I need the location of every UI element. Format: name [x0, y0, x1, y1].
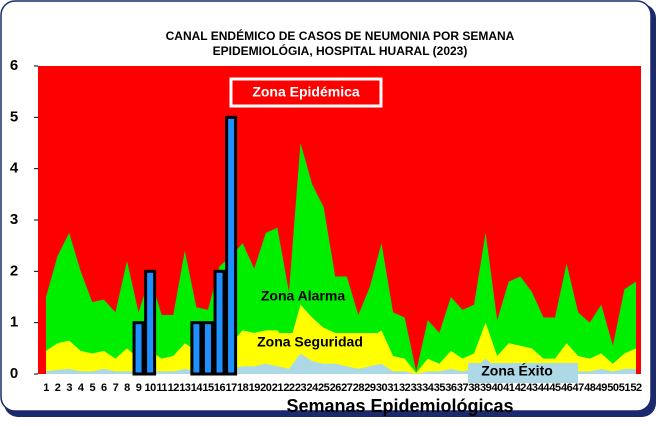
y-tick-label: 0 [10, 365, 18, 382]
x-tick-label: 19 [249, 382, 261, 394]
x-tick-label: 2 [55, 382, 61, 394]
y-tick-label: 6 [10, 57, 18, 74]
case-bar [132, 321, 145, 376]
x-tick-label: 10 [144, 382, 156, 394]
x-tick-label: 22 [283, 382, 295, 394]
zone-label-box [229, 77, 383, 108]
x-tick-label: 5 [89, 382, 95, 394]
x-tick-label: 45 [549, 382, 561, 394]
x-tick-label: 40 [492, 382, 504, 394]
chart-title: CANAL ENDÉMICO DE CASOS DE NEUMONIA POR … [166, 28, 515, 43]
x-tick-label: 20 [260, 382, 272, 394]
x-tick-label: 17 [225, 382, 237, 394]
zone-label-box [468, 363, 578, 383]
x-tick-label: 16 [214, 382, 226, 394]
x-tick-label: 13 [179, 382, 191, 394]
x-tick-label: 38 [468, 382, 480, 394]
x-tick-label: 37 [457, 382, 469, 394]
x-tick-label: 43 [526, 382, 538, 394]
x-tick-label: 4 [78, 382, 85, 394]
x-axis-label: Semanas Epidemiológicas [286, 396, 513, 416]
x-tick-label: 30 [376, 382, 388, 394]
x-tick-label: 35 [434, 382, 446, 394]
x-tick-label: 29 [364, 382, 376, 394]
x-tick-label: 23 [295, 382, 307, 394]
x-tick-label: 1 [43, 382, 49, 394]
x-tick-label: 15 [202, 382, 214, 394]
x-tick-label: 34 [422, 382, 435, 394]
y-tick-label: 1 [10, 314, 18, 331]
x-tick-label: 39 [480, 382, 492, 394]
x-tick-label: 47 [573, 382, 585, 394]
x-tick-label: 50 [607, 382, 619, 394]
y-tick-label: 3 [10, 211, 18, 228]
chart-title: EPIDEMIOLÓGIA, HOSPITAL HUARAL (2023) [213, 43, 468, 58]
x-tick-label: 51 [619, 382, 631, 394]
x-tick-label: 52 [630, 382, 642, 394]
x-tick-label: 6 [101, 382, 107, 394]
x-tick-label: 25 [318, 382, 330, 394]
x-tick-label: 27 [341, 382, 353, 394]
case-bar [225, 115, 238, 376]
x-tick-label: 21 [272, 382, 284, 394]
x-tick-label: 49 [596, 382, 608, 394]
zone-label: Zona Epidémica [252, 84, 360, 100]
x-tick-label: 12 [168, 382, 180, 394]
zone-area [46, 143, 636, 374]
x-tick-label: 31 [387, 382, 399, 394]
x-tick-label: 26 [330, 382, 342, 394]
x-tick-label: 41 [503, 382, 515, 394]
x-tick-label: 9 [136, 382, 142, 394]
case-bar [190, 321, 203, 376]
zone-label: Zona Alarma [261, 288, 345, 304]
x-tick-label: 14 [191, 382, 204, 394]
case-bar [213, 269, 226, 376]
x-tick-label: 7 [113, 382, 119, 394]
zone-label: Zona Éxito [481, 363, 553, 379]
x-tick-label: 46 [561, 382, 573, 394]
x-tick-label: 32 [399, 382, 411, 394]
x-tick-label: 3 [66, 382, 72, 394]
y-tick-label: 5 [10, 108, 18, 125]
x-tick-label: 44 [538, 382, 551, 394]
y-tick-label: 2 [10, 262, 18, 279]
x-tick-label: 36 [445, 382, 457, 394]
case-bar [144, 269, 157, 376]
x-tick-label: 48 [584, 382, 596, 394]
y-tick-label: 4 [10, 160, 19, 177]
x-tick-label: 11 [156, 382, 167, 394]
x-tick-label: 42 [515, 382, 527, 394]
x-tick-label: 8 [124, 382, 130, 394]
x-tick-label: 18 [237, 382, 249, 394]
x-tick-label: 33 [411, 382, 423, 394]
zone-label-box [240, 333, 380, 353]
x-tick-label: 28 [353, 382, 365, 394]
zone-label: Zona Seguridad [257, 334, 363, 350]
x-tick-label: 24 [306, 382, 319, 394]
case-bar [201, 321, 214, 376]
